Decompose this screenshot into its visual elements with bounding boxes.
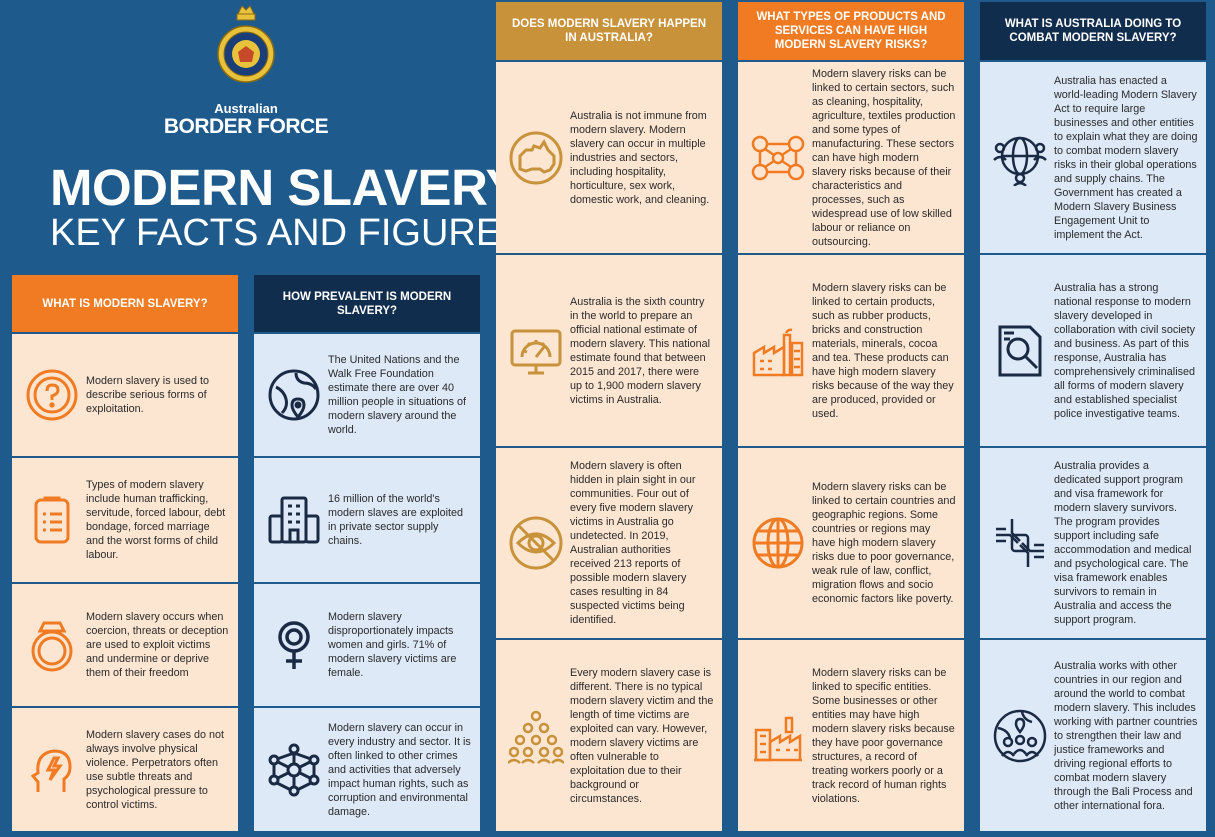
magnifier-document-icon	[992, 323, 1048, 379]
fact-card: Australia has enacted a world-leading Mo…	[980, 62, 1206, 253]
globe-partners-icon	[992, 708, 1048, 764]
fact-card: Modern slavery is used to describe serio…	[12, 334, 238, 456]
fact-text: Modern slavery risks can be linked to ce…	[812, 281, 954, 420]
people-network-icon	[750, 130, 806, 186]
column-heading: WHAT IS MODERN SLAVERY?	[12, 275, 238, 332]
fact-card: Australia is not immune from modern slav…	[496, 62, 722, 253]
fact-text: Modern slavery is used to describe serio…	[86, 375, 210, 415]
fact-text: Australia has enacted a world-leading Mo…	[1054, 74, 1198, 241]
fact-text: Australia is the sixth country in the wo…	[570, 295, 711, 406]
fact-card: Australia provides a dedicated support p…	[980, 448, 1206, 638]
fact-text: Modern slavery occurs when coercion, thr…	[86, 611, 229, 679]
ring-icon	[24, 617, 80, 673]
clipboard-list-icon	[24, 492, 80, 548]
fact-card: Modern slavery occurs when coercion, thr…	[12, 584, 238, 706]
fact-text: Modern slavery is often hidden in plain …	[570, 460, 696, 626]
fact-text: Modern slavery risks can be linked to sp…	[812, 666, 955, 805]
question-mark-icon	[24, 367, 80, 423]
hands-together-icon	[992, 515, 1048, 571]
brand-line2: BORDER FORCE	[163, 115, 329, 138]
column-heading: WHAT IS AUSTRALIA DOING TO COMBAT MODERN…	[980, 2, 1206, 60]
fact-card: Modern slavery cases do not always invol…	[12, 708, 238, 831]
fact-text: Australia works with other countries in …	[1054, 659, 1198, 812]
fact-card: Modern slavery disproportionately impact…	[254, 584, 480, 706]
fact-card: Modern slavery risks can be linked to sp…	[738, 640, 964, 831]
fact-card: Types of modern slavery include human tr…	[12, 458, 238, 582]
page-title: MODERN SLAVERY	[50, 159, 520, 216]
industry-buildings-icon	[750, 708, 806, 764]
fact-text: Types of modern slavery include human tr…	[86, 479, 226, 561]
fact-text: Australia provides a dedicated support p…	[1054, 460, 1192, 626]
fact-card: Modern slavery is often hidden in plain …	[496, 448, 722, 638]
fact-card: Australia is the sixth country in the wo…	[496, 255, 722, 446]
fact-card: The United Nations and the Walk Free Fou…	[254, 334, 480, 456]
head-lightning-icon	[24, 742, 80, 798]
column-heading: HOW PREVALENT IS MODERN SLAVERY?	[254, 275, 480, 332]
column-heading: WHAT TYPES OF PRODUCTS AND SERVICES CAN …	[738, 2, 964, 60]
column-australia: DOES MODERN SLAVERY HAPPEN IN AUSTRALIA?…	[496, 2, 722, 831]
fact-card: Modern slavery risks can be linked to ce…	[738, 255, 964, 446]
gauge-monitor-icon	[508, 323, 564, 379]
fact-card: Modern slavery risks can be linked to ce…	[738, 448, 964, 638]
fact-card: Every modern slavery case is different. …	[496, 640, 722, 831]
border-force-crest-icon	[216, 2, 276, 92]
fact-text: Modern slavery risks can be linked to ce…	[812, 67, 956, 248]
fact-text: Modern slavery can occur in every indust…	[328, 721, 471, 818]
column-how-prevalent: HOW PREVALENT IS MODERN SLAVERY? The Uni…	[254, 275, 480, 831]
fact-card: Modern slavery risks can be linked to ce…	[738, 62, 964, 253]
fact-text: Every modern slavery case is different. …	[570, 666, 714, 805]
network-icon	[266, 742, 322, 798]
column-heading: DOES MODERN SLAVERY HAPPEN IN AUSTRALIA?	[496, 2, 722, 60]
fact-text: Modern slavery risks can be linked to ce…	[812, 481, 956, 605]
factory-icon	[750, 323, 806, 379]
globe-icon	[750, 515, 806, 571]
fact-card: Australia has a strong national response…	[980, 255, 1206, 446]
female-symbol-icon	[266, 617, 322, 673]
crowd-icon	[507, 708, 565, 764]
globe-location-icon	[266, 367, 322, 423]
fact-card: 16 million of the world's modern slaves …	[254, 458, 480, 582]
fact-card: Australia works with other countries in …	[980, 640, 1206, 831]
fact-text: Australia is not immune from modern slav…	[570, 109, 710, 206]
column-what-is: WHAT IS MODERN SLAVERY? Modern slavery i…	[12, 275, 238, 831]
fact-text: Australia has a strong national response…	[1054, 281, 1196, 420]
fact-text: 16 million of the world's modern slaves …	[328, 493, 464, 547]
brand-name: Australian BORDER FORCE	[160, 102, 332, 138]
fact-card: Modern slavery can occur in every indust…	[254, 708, 480, 831]
column-products-services: WHAT TYPES OF PRODUCTS AND SERVICES CAN …	[738, 2, 964, 831]
globe-people-icon	[992, 130, 1048, 187]
brand-line1: Australian	[214, 101, 278, 116]
office-building-icon	[266, 492, 322, 548]
fact-text: The United Nations and the Walk Free Fou…	[328, 354, 467, 436]
eye-slash-icon	[508, 515, 564, 571]
fact-text: Modern slavery disproportionately impact…	[328, 611, 457, 679]
page-subtitle: KEY FACTS AND FIGURES	[50, 212, 527, 254]
fact-text: Modern slavery cases do not always invol…	[86, 728, 225, 811]
australia-map-icon	[508, 130, 564, 186]
column-australia-response: WHAT IS AUSTRALIA DOING TO COMBAT MODERN…	[980, 2, 1206, 831]
